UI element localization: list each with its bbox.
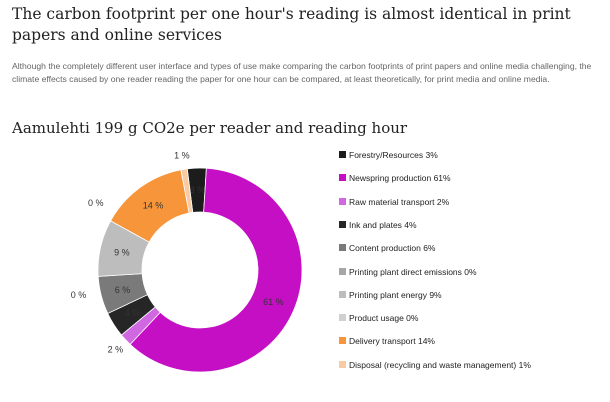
legend-swatch	[339, 267, 346, 275]
legend-swatch	[339, 151, 346, 158]
legend-item: Raw material transport 2%	[339, 197, 599, 208]
legend-item: Newspring production 61%	[339, 173, 599, 184]
slice-label-5: 6 %	[115, 285, 131, 295]
legend-item: Forestry/Resources 3%	[339, 150, 599, 161]
legend-item: Printing plant energy 9%	[339, 290, 599, 301]
legend-label: Printing plant energy 9%	[349, 289, 442, 300]
slice-label-3: 2 %	[108, 344, 124, 354]
legend-swatch	[339, 314, 346, 322]
slice-label-8: 0 %	[88, 198, 104, 208]
legend-item: Product usage 0%	[339, 313, 599, 324]
donut-slice-2	[129, 167, 303, 373]
legend-label: Delivery transport 14%	[349, 336, 435, 347]
legend-item: Delivery transport 14%	[339, 336, 599, 347]
slice-label-1: 3 %	[190, 185, 206, 195]
legend-label: Product usage 0%	[349, 313, 419, 324]
legend-item: Ink and plates 4%	[339, 220, 599, 231]
legend-label: Printing plant direct emissions 0%	[349, 266, 477, 277]
slice-label-7: 9 %	[114, 248, 130, 258]
legend-label: Ink and plates 4%	[349, 219, 417, 230]
legend-label: Newspring production 61%	[349, 173, 451, 184]
legend-item: Disposal (recycling and waste management…	[339, 360, 599, 371]
legend-swatch	[339, 337, 346, 345]
slice-label-6: 0 %	[71, 290, 87, 300]
slice-label-10: 1 %	[174, 150, 190, 160]
legend-swatch	[339, 244, 346, 252]
chart-title: Aamulehti 199 g CO2e per reader and read…	[12, 119, 408, 137]
intro-paragraph: Although the completely different user i…	[12, 61, 592, 84]
slice-label-9: 14 %	[143, 200, 164, 210]
legend-swatch	[339, 197, 346, 205]
slice-label-2: 61 %	[263, 297, 284, 307]
legend-label: Forestry/Resources 3%	[349, 150, 438, 160]
legend-swatch	[339, 174, 346, 182]
legend-label: Disposal (recycling and waste management…	[349, 359, 531, 370]
donut-slice-10	[180, 168, 194, 214]
legend-item: Printing plant direct emissions 0%	[339, 267, 599, 278]
legend-swatch	[339, 360, 346, 368]
legend-swatch	[339, 290, 346, 298]
legend-label: Raw material transport 2%	[349, 196, 450, 207]
page-headline: The carbon footprint per one hour's read…	[12, 5, 571, 44]
legend-swatch	[339, 220, 346, 228]
slice-label-4: 4 %	[125, 308, 141, 318]
legend-item: Content production 6%	[339, 243, 599, 254]
legend-label: Content production 6%	[349, 243, 436, 254]
